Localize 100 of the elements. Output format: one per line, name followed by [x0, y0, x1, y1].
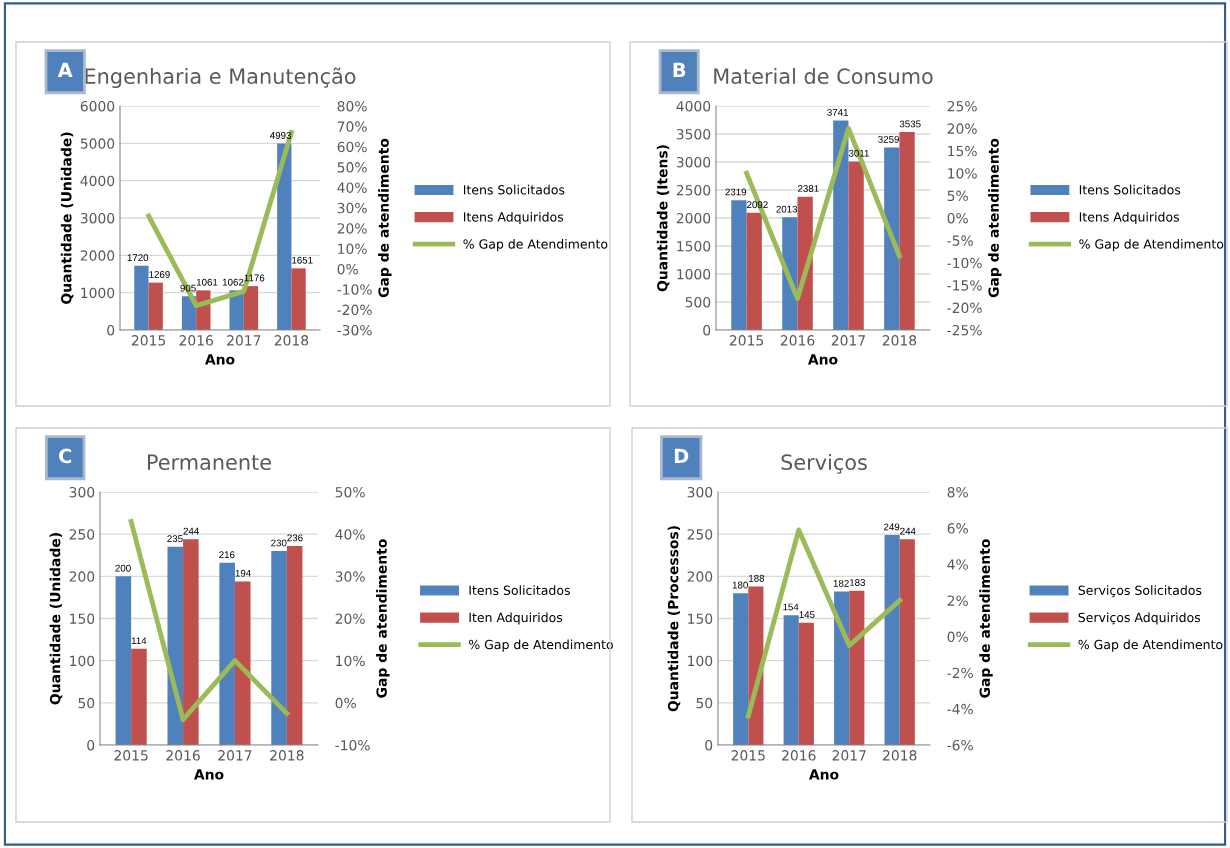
data-label: 145 — [799, 611, 815, 619]
y-tick-label: 0 — [87, 739, 95, 751]
x-tick-label: 2017 — [831, 335, 865, 346]
bar — [848, 161, 864, 330]
y2-tick-label: -30% — [337, 324, 372, 336]
legend-label: % Gap de Atendimento — [469, 639, 613, 652]
legend-label: Itens Solicitados — [469, 585, 570, 596]
y2-tick-label: 50% — [337, 162, 367, 173]
x-axis-title: Ano — [193, 769, 224, 780]
bar — [884, 535, 900, 745]
text: B — [673, 62, 686, 78]
y2-tick-label: 2% — [947, 595, 968, 606]
data-label: 236 — [287, 534, 303, 542]
bar — [243, 286, 259, 330]
y-tick-label: 1500 — [677, 240, 711, 252]
y2-tick-label: 6% — [947, 523, 968, 534]
bar — [733, 593, 749, 745]
y2-tick-label: -6% — [947, 739, 973, 751]
data-label: 188 — [749, 574, 765, 582]
y-tick-label: 4000 — [80, 175, 115, 187]
y2-tick-label: 10% — [948, 168, 977, 179]
x-tick-label: 2015 — [731, 750, 765, 761]
data-label: 1062 — [222, 278, 244, 286]
bar — [131, 648, 147, 745]
bar — [148, 282, 163, 330]
bar — [277, 143, 292, 330]
x-tick-label: 2017 — [832, 750, 866, 761]
text: C — [59, 448, 72, 464]
y-axis-title: Quantidade (Unidade) — [49, 533, 63, 705]
legend-label: Itens Solicitados — [463, 184, 565, 195]
y-tick-label: 100 — [688, 655, 713, 667]
y-tick-label: 6000 — [80, 100, 115, 112]
y-tick-label: 1000 — [81, 287, 115, 299]
y-tick-label: 4000 — [676, 100, 711, 112]
y-tick-label: 250 — [687, 529, 713, 540]
legend-label: Serviços Adquiridos — [1078, 612, 1201, 625]
chart-title: Engenharia e Manutenção — [85, 67, 356, 89]
bar — [746, 212, 762, 330]
bar — [134, 265, 149, 330]
y-tick-label: 5000 — [80, 138, 115, 149]
data-label: 3259 — [878, 135, 899, 143]
y-tick-label: 300 — [687, 486, 713, 498]
y2-axis-title: Gap de atendimento — [988, 138, 1002, 298]
bar — [286, 545, 303, 745]
data-label: 244 — [900, 527, 916, 535]
y-tick-label: 500 — [685, 296, 711, 308]
data-label: 114 — [131, 637, 147, 645]
y2-tick-label: 25% — [947, 100, 977, 112]
y2-tick-label: -10% — [947, 257, 982, 269]
y2-tick-label: 10% — [336, 655, 365, 667]
y-tick-label: 300 — [69, 486, 95, 498]
chart-title: Serviços — [781, 453, 867, 474]
y-tick-label: 2500 — [676, 184, 711, 196]
y2-tick-label: 20% — [335, 613, 365, 624]
bar — [849, 590, 865, 745]
y2-axis-title: Gap de atendimento — [376, 539, 390, 698]
data-label: 2381 — [798, 185, 819, 192]
x-tick-label: 2015 — [114, 750, 148, 761]
x-tick-label: 2017 — [218, 750, 252, 761]
y2-axis-title: Gap de atendimento — [378, 138, 392, 298]
y-tick-label: 3000 — [676, 156, 711, 168]
y2-tick-label: -20% — [337, 304, 372, 316]
y2-tick-label: 8% — [947, 486, 968, 498]
legend-label: Itens Adquiridos — [1079, 211, 1180, 225]
bar — [798, 622, 814, 745]
legend-label: Itens Solicitados — [1079, 184, 1181, 195]
x-tick-label: 2018 — [274, 335, 309, 346]
bar — [899, 539, 915, 745]
legend-label: % Gap de Atendimento — [1079, 239, 1224, 252]
legend-label: % Gap de Atendimento — [463, 239, 608, 252]
text: A — [57, 62, 73, 78]
y-tick-label: 250 — [69, 529, 95, 540]
y-tick-label: 0 — [107, 324, 115, 336]
y2-tick-label: -2% — [947, 667, 973, 679]
y-tick-label: 0 — [703, 324, 711, 336]
y2-tick-label: 0% — [337, 263, 358, 275]
y-tick-label: 100 — [70, 655, 95, 667]
data-label: 244 — [183, 527, 199, 535]
data-label: 230 — [271, 539, 287, 547]
bar — [219, 562, 235, 745]
data-label: 154 — [783, 603, 799, 611]
data-label: 1269 — [149, 271, 170, 278]
bar — [183, 539, 199, 745]
line-series — [744, 125, 902, 302]
y-tick-label: 2000 — [676, 212, 711, 224]
text: D — [674, 448, 689, 464]
x-tick-label: 2018 — [882, 335, 917, 346]
legend-label: % Gap de Atendimento — [1078, 639, 1223, 652]
y-tick-label: 50 — [696, 697, 713, 709]
y2-tick-label: 60% — [337, 141, 367, 153]
chart-title: Material de Consumo — [714, 67, 933, 85]
data-label: 3741 — [827, 108, 848, 116]
data-label: 183 — [849, 579, 866, 586]
y2-tick-label: 10% — [338, 243, 367, 255]
x-tick-label: 2017 — [227, 335, 261, 346]
legend-label: Iten Adquiridos — [469, 612, 563, 625]
y2-tick-label: 20% — [337, 223, 367, 234]
data-label: 182 — [833, 579, 849, 587]
bar — [234, 581, 251, 745]
chart-title: Permanente — [148, 454, 271, 471]
